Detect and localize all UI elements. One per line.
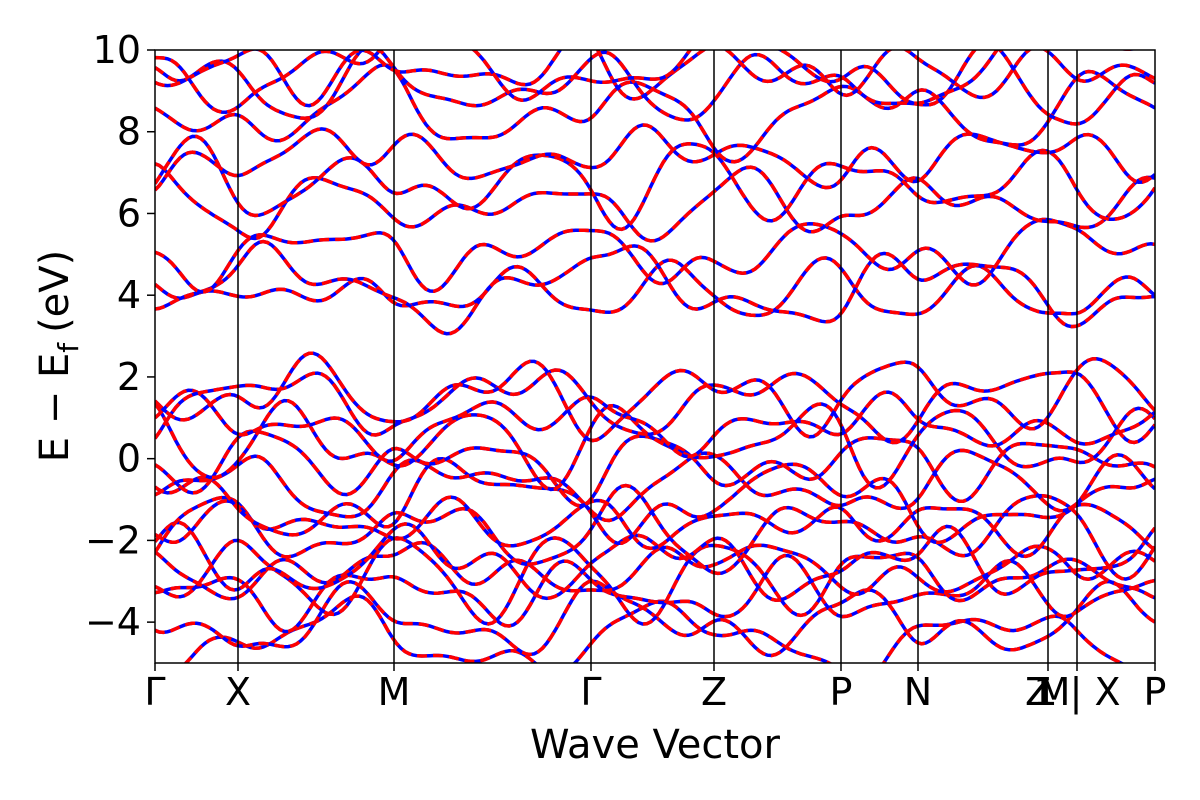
band-line-dashed	[155, 239, 1155, 336]
y-tick-label: 10	[93, 28, 141, 72]
y-tick-label: 6	[117, 191, 141, 235]
x-tick-label: M	[1038, 670, 1071, 714]
x-tick-label: 1 | X	[1033, 670, 1120, 715]
band-line-dashed	[155, 453, 1155, 546]
plot-frame	[154, 49, 1156, 664]
x-tick-label: M	[378, 670, 411, 714]
y-tick-label: −4	[85, 600, 141, 644]
y-axis-title: E − Ef (eV)	[32, 250, 85, 463]
band-line-dashed	[155, 495, 1155, 559]
x-axis-title: Wave Vector	[530, 722, 781, 768]
band-line-dashed	[155, 217, 1155, 294]
x-tick-label: Γ	[144, 670, 165, 714]
y-axis-title-unit: (eV)	[32, 250, 78, 333]
band-line-solid	[155, 123, 1155, 192]
x-tick-label: P	[830, 670, 853, 714]
band-line-dashed	[155, 388, 1155, 463]
y-tick-label: 0	[117, 437, 141, 481]
x-tick-label: X	[225, 670, 251, 714]
x-tick-label: N	[904, 670, 932, 714]
x-tick-label: P	[1144, 670, 1167, 714]
y-tick-label: 2	[117, 355, 141, 399]
y-tick-label: 4	[117, 273, 141, 317]
x-tick-label: Z	[701, 670, 727, 714]
band-line-dashed	[155, 50, 1155, 108]
kpoint-lines-group	[237, 50, 1078, 663]
band-line-dashed	[155, 50, 1155, 126]
band-line-dashed	[155, 398, 1155, 492]
y-tick-label: −2	[85, 518, 141, 562]
band-line-dashed	[155, 520, 1155, 602]
y-axis-title-subscript: f	[52, 342, 85, 353]
bands-group	[155, 50, 1155, 663]
band-line-dashed	[155, 540, 1155, 601]
x-tick-label: Γ	[580, 670, 601, 714]
band-line-dashed	[155, 50, 1136, 114]
band-line-dashed	[155, 483, 1155, 581]
band-line-dashed	[155, 256, 1155, 318]
band-line-dashed	[155, 368, 1155, 445]
band-line-dashed	[155, 553, 1155, 634]
band-line-dashed	[155, 134, 1155, 232]
y-ticks-group: −4 −2 0 2 4 6 8 10	[85, 28, 155, 644]
band-line-dashed	[155, 448, 1155, 523]
x-tick-label: Z	[1025, 670, 1051, 714]
y-tick-label: 8	[117, 110, 141, 154]
band-line-dashed	[155, 351, 1155, 443]
y-axis-title-main: E − E	[32, 353, 78, 463]
